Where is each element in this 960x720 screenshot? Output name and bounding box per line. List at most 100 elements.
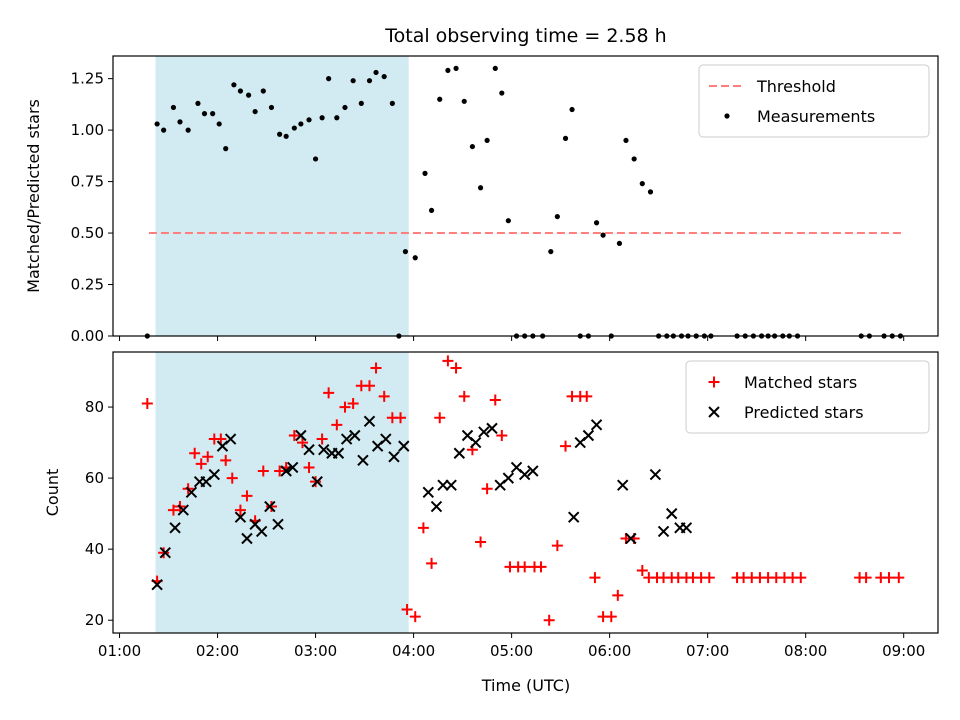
predicted-star-point [208, 468, 220, 481]
legend-label: Predicted stars [744, 403, 864, 422]
predicted-star-point [349, 429, 361, 442]
x-tick-label: 03:00 [294, 642, 337, 660]
measurement-point [268, 104, 275, 111]
legend-box [698, 64, 930, 138]
measurement-point [306, 117, 312, 123]
measurement-point [283, 133, 289, 139]
shaded-region [155, 56, 409, 336]
matched-star-point [417, 522, 429, 534]
predicted-star-point [280, 465, 292, 477]
x-tick-label: 05:00 [490, 642, 533, 660]
predicted-star-point [286, 461, 299, 474]
x-axis-label: Time (UTC) [481, 676, 570, 695]
predicted-star-point [437, 479, 449, 491]
matched-star-point [409, 611, 421, 623]
top-panel-ratio: 0.00 0.25 0.50 0.75 1.00 1.25 Matched/Predicte… [24, 55, 939, 345]
legend-label: Matched stars [744, 373, 857, 392]
y-tick-label: 20 [85, 611, 104, 629]
matched-star-point [450, 362, 462, 374]
predicted-star-point [666, 507, 678, 520]
measurement-point [358, 100, 364, 106]
matched-star-point [241, 490, 253, 502]
matched-star-point [489, 394, 501, 406]
x-tick-label: 06:00 [588, 642, 631, 660]
y-tick-label: 0.25 [71, 276, 104, 294]
measurement-point [461, 98, 467, 104]
predicted-star-point [388, 451, 400, 463]
x-tick-label: 01:00 [98, 642, 141, 660]
predicted-star-point [398, 440, 410, 452]
predicted-star-point [340, 433, 353, 445]
measurement-point [201, 111, 208, 117]
matched-star-point [158, 547, 170, 559]
predicted-star-point [478, 426, 490, 438]
measurement-point [631, 156, 637, 162]
measurement-point [277, 131, 283, 137]
matched-star-point [274, 465, 286, 477]
measurement-point [569, 106, 575, 113]
matched-star-point [458, 390, 470, 402]
measurement-point [210, 111, 216, 117]
measurement-point [505, 218, 511, 224]
matched-star-point [860, 572, 872, 584]
matched-star-point [331, 419, 343, 431]
matched-star-point [442, 355, 454, 367]
measurement-point [484, 137, 490, 144]
measurement-point [154, 121, 160, 127]
measurement-point [428, 207, 435, 214]
measurement-point [260, 88, 266, 94]
matched-star-point [220, 454, 232, 466]
matched-star-point [347, 398, 359, 410]
predicted-star-point [582, 429, 595, 442]
legend-box [685, 360, 930, 434]
measurement-point [453, 65, 459, 71]
predicted-star-point [430, 500, 443, 513]
y-tick-label: 0.00 [71, 327, 104, 345]
matched-star-point [589, 572, 601, 584]
predicted-star-point [590, 419, 603, 431]
axes-frame [112, 351, 939, 634]
measurement-point [437, 96, 443, 102]
x-tick-label: 02:00 [196, 642, 239, 660]
predicted-star-point [332, 447, 345, 459]
measurement-point [342, 104, 348, 111]
measurement-point [319, 115, 325, 121]
legend-measurement-swatch [724, 113, 730, 119]
y-axis-label: Matched/Predicted stars [24, 99, 43, 293]
measurement-point [647, 189, 654, 195]
measurement-point [170, 104, 177, 111]
predicted-star-point [311, 475, 323, 488]
x-tick-label: 07:00 [686, 642, 729, 660]
y-tick-label: 40 [85, 540, 104, 558]
matched-star-point [703, 572, 715, 584]
measurement-point [252, 108, 258, 115]
predicted-star-point [567, 511, 580, 523]
measurement-point [237, 88, 244, 94]
matched-star-point [560, 440, 572, 452]
measurement-point [623, 137, 629, 144]
matched-star-point [363, 380, 375, 392]
matched-star-point [795, 572, 807, 584]
measurement-point [389, 100, 395, 106]
matched-star-point [257, 465, 269, 477]
x-tick-label: 04:00 [392, 642, 435, 660]
measurement-point [366, 78, 373, 84]
predicted-star-point [241, 532, 253, 545]
predicted-star-point [303, 443, 315, 456]
predicted-star-point [363, 415, 376, 427]
predicted-star-point [151, 578, 163, 591]
predicted-star-point [518, 468, 531, 481]
predicted-star-point [453, 447, 466, 459]
matched-star-point [310, 476, 322, 488]
predicted-star-point [224, 433, 237, 445]
predicted-star-point [159, 547, 171, 559]
matched-star-point [202, 451, 214, 463]
predicted-star-point [185, 486, 198, 499]
matched-star-point [434, 412, 446, 424]
matched-star-point [893, 572, 905, 584]
figure-title: Total observing time = 2.58 h [384, 25, 666, 47]
matched-star-point [316, 433, 328, 445]
matched-star-point [378, 390, 390, 402]
matched-star-point [475, 536, 487, 548]
